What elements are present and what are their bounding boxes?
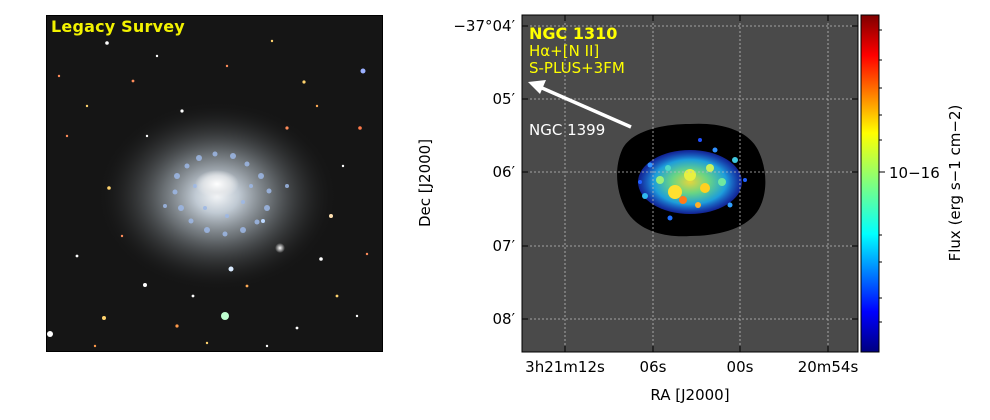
galaxy-optical-image xyxy=(47,39,369,348)
spiral-arm-knots xyxy=(163,151,289,237)
x-tick-label: 3h21m12s xyxy=(525,358,605,376)
x-axis-label: RA [J2000] xyxy=(650,386,729,404)
y-tick-label: −37°04′ xyxy=(453,17,515,35)
arrow-head-icon xyxy=(528,80,546,94)
colorbar-ticks xyxy=(879,29,885,323)
emission-region xyxy=(638,150,742,214)
map-contents xyxy=(522,15,858,352)
y-tick-label: 08′ xyxy=(493,310,516,328)
y-tick-label: 05′ xyxy=(493,90,516,108)
legacy-survey-label: Legacy Survey xyxy=(51,17,185,36)
x-tick-label: 06s xyxy=(640,358,667,376)
x-tick-label: 00s xyxy=(727,358,754,376)
colorbar-label: Flux (erg s−1 cm−2) xyxy=(946,105,964,262)
coordinate-grid xyxy=(522,15,858,352)
map-subtitle-line: Hα+[N II] xyxy=(529,42,599,60)
colorbar-tick-label: 10−16 xyxy=(889,164,940,182)
x-tick-marks xyxy=(564,15,829,352)
y-axis-label: Dec [J2000] xyxy=(416,139,434,227)
map-subtitle-survey: S-PLUS+3FM xyxy=(529,59,625,77)
ngc1399-annotation: NGC 1399 xyxy=(529,121,605,139)
y-tick-label: 07′ xyxy=(493,237,516,255)
map-frame xyxy=(521,14,859,353)
legacy-survey-image: Legacy Survey xyxy=(46,15,383,352)
y-tick-label: 06′ xyxy=(493,163,516,181)
colorbar xyxy=(860,14,880,353)
field-stars xyxy=(47,39,369,348)
y-tick-marks xyxy=(522,25,858,320)
ngc1399-direction-arrow xyxy=(541,86,632,129)
x-tick-label: 20m54s xyxy=(798,358,859,376)
map-title: NGC 1310 xyxy=(529,24,617,43)
